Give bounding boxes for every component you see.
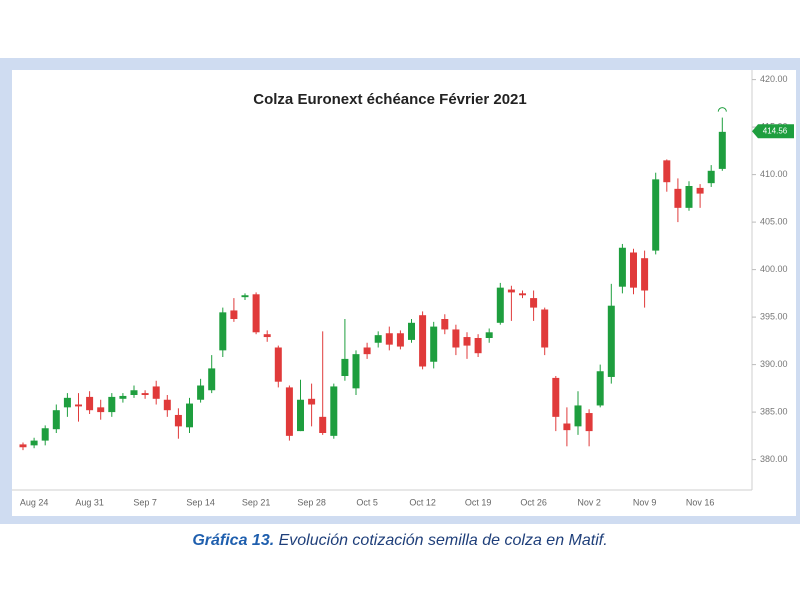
candle-body bbox=[219, 312, 227, 351]
candle-body bbox=[452, 329, 460, 348]
candle-body bbox=[152, 386, 160, 399]
candle-body bbox=[607, 305, 615, 377]
candle-body bbox=[552, 377, 560, 417]
x-tick-label: Oct 5 bbox=[356, 497, 378, 507]
candle-body bbox=[19, 444, 27, 448]
candle-body bbox=[141, 393, 149, 395]
candle-body bbox=[430, 326, 438, 362]
x-tick-label: Sep 28 bbox=[297, 497, 326, 507]
y-tick-label: 390.00 bbox=[760, 359, 788, 369]
x-tick-label: Aug 24 bbox=[20, 497, 49, 507]
candle-body bbox=[696, 187, 704, 194]
candle-body bbox=[485, 332, 493, 338]
candle-body bbox=[163, 399, 171, 411]
candle-body bbox=[186, 403, 193, 428]
y-tick-label: 385.00 bbox=[760, 406, 788, 416]
candle-body bbox=[308, 398, 316, 405]
candle-body bbox=[319, 416, 327, 433]
candle-body bbox=[474, 338, 482, 354]
candle-body bbox=[596, 371, 604, 406]
candle-body bbox=[341, 358, 349, 376]
candle-body bbox=[585, 413, 593, 432]
last-price-tag bbox=[752, 124, 794, 139]
y-tick-label: 405.00 bbox=[760, 216, 788, 226]
chart: Colza Euronext échéance Février 2021 380… bbox=[0, 58, 800, 524]
candle-body bbox=[174, 414, 182, 427]
candle-body bbox=[119, 395, 127, 399]
y-tick-label: 420.00 bbox=[760, 74, 788, 84]
candle-body bbox=[208, 368, 216, 391]
candle-body bbox=[86, 396, 94, 411]
candle-body bbox=[75, 404, 82, 407]
candle-body bbox=[408, 322, 415, 340]
candle-body bbox=[108, 396, 116, 413]
x-tick-label: Sep 21 bbox=[242, 497, 271, 507]
caption-text: Evolución cotización semilla de colza en… bbox=[278, 532, 608, 549]
x-tick-label: Nov 2 bbox=[577, 497, 601, 507]
candle-body bbox=[563, 423, 571, 431]
x-tick-label: Nov 9 bbox=[633, 497, 657, 507]
x-tick-label: Nov 16 bbox=[686, 497, 715, 507]
candle-body bbox=[574, 405, 582, 427]
x-tick-label: Sep 7 bbox=[133, 497, 157, 507]
candle-body bbox=[630, 252, 637, 288]
x-tick-label: Oct 19 bbox=[465, 497, 492, 507]
x-tick-label: Oct 12 bbox=[409, 497, 436, 507]
candle-body bbox=[396, 333, 404, 347]
candle-body bbox=[297, 399, 304, 432]
candle-body bbox=[130, 390, 138, 395]
candle-body bbox=[530, 298, 538, 308]
x-tick-label: Sep 14 bbox=[186, 497, 215, 507]
candle-body bbox=[274, 347, 282, 382]
candle-body bbox=[541, 309, 549, 348]
caption-label: Gráfica 13. bbox=[192, 532, 275, 549]
candle-body bbox=[441, 319, 449, 330]
candle-body bbox=[374, 335, 382, 343]
candle-body bbox=[52, 410, 60, 430]
candle-body bbox=[496, 287, 504, 323]
candle-body bbox=[618, 247, 626, 287]
candle-body bbox=[252, 294, 260, 333]
candle-body bbox=[263, 334, 271, 338]
candle-body bbox=[685, 186, 693, 208]
candle-body bbox=[41, 428, 49, 441]
y-tick-label: 400.00 bbox=[760, 264, 788, 274]
x-tick-label: Oct 26 bbox=[520, 497, 547, 507]
caption: Gráfica 13. Evolución cotización semilla… bbox=[0, 532, 800, 550]
y-tick-label: 410.00 bbox=[760, 169, 788, 179]
candle-body bbox=[285, 387, 293, 436]
candle-body bbox=[63, 397, 71, 408]
candle-body bbox=[230, 310, 238, 319]
candle-body bbox=[507, 289, 515, 293]
candle-body bbox=[385, 333, 393, 345]
candle-body bbox=[641, 258, 649, 291]
chart-area bbox=[12, 70, 796, 516]
candle-body bbox=[97, 407, 105, 413]
chart-title: Colza Euronext échéance Février 2021 bbox=[253, 91, 526, 108]
candle-body bbox=[707, 170, 715, 184]
candle-body bbox=[519, 293, 526, 296]
x-tick-label: Aug 31 bbox=[75, 497, 104, 507]
candle-body bbox=[463, 337, 471, 346]
last-price-marker bbox=[717, 107, 727, 112]
candle-body bbox=[419, 315, 427, 367]
candle-body bbox=[197, 385, 205, 400]
y-tick-label: 380.00 bbox=[760, 454, 788, 464]
candle-body bbox=[363, 347, 371, 355]
candle-body bbox=[718, 131, 726, 169]
candle-body bbox=[30, 440, 38, 446]
candle-body bbox=[674, 188, 682, 208]
candle-body bbox=[652, 179, 660, 251]
last-price-label: 414.56 bbox=[763, 126, 788, 135]
candle-body bbox=[352, 354, 360, 389]
y-tick-label: 395.00 bbox=[760, 311, 788, 321]
candle-body bbox=[663, 160, 671, 183]
candle-body bbox=[241, 295, 249, 298]
candle-body bbox=[330, 386, 338, 436]
